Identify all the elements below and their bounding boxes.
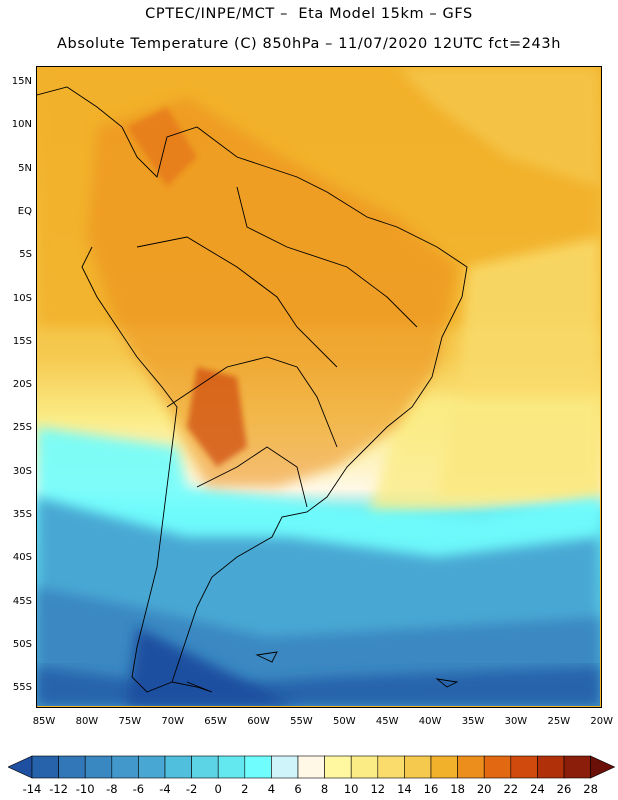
temperature-field — [37, 67, 600, 706]
coastline-west — [81, 246, 178, 693]
legend-tick-label: 24 — [530, 782, 545, 796]
lat-tick-label: 10N — [11, 119, 32, 131]
legend-tick-label: 18 — [450, 782, 465, 796]
legend-arrow-high — [590, 755, 616, 779]
legend-swatch — [31, 755, 59, 779]
lon-tick-label: 80W — [75, 716, 99, 727]
lat-tick-label: EQ — [17, 205, 32, 217]
legend-tick-label: 28 — [583, 782, 598, 796]
lat-tick-label: 15N — [11, 76, 32, 87]
field-ne-ocean — [397, 67, 600, 187]
legend-tick-label: 4 — [267, 782, 276, 796]
field-venezuela-warm — [127, 107, 197, 187]
legend-swatch — [350, 755, 379, 779]
lat-tick-label: 55S — [12, 682, 32, 694]
legend-swatch — [58, 755, 86, 779]
lat-tick-label: 40S — [12, 552, 32, 564]
legend-swatch — [244, 755, 272, 779]
legend-tick-label: -14 — [22, 782, 42, 796]
legend-swatch — [324, 755, 352, 779]
legend-tick-label: -10 — [75, 782, 95, 796]
lat-tick-label: 5S — [19, 249, 32, 261]
legend-tick-label: -6 — [132, 782, 145, 796]
legend-swatch — [138, 755, 166, 779]
map-title: CPTEC/INPE/MCT – Eta Model 15km – GFS — [145, 6, 473, 22]
lon-tick-label: 45W — [375, 716, 399, 727]
legend-swatch — [191, 755, 219, 779]
legend-swatch — [404, 755, 432, 779]
lon-tick-label: 55W — [290, 716, 313, 727]
legend-arrow-low — [8, 755, 33, 779]
map-subtitle: Absolute Temperature (C) 850hPa – 11/07/… — [57, 36, 561, 52]
lat-tick-label: 45S — [12, 595, 32, 607]
legend-tick-label: 16 — [423, 782, 439, 796]
legend-tick-label: 2 — [241, 782, 249, 796]
legend-swatch — [563, 755, 591, 779]
legend-swatch — [457, 755, 485, 779]
legend-tick-label: 22 — [503, 782, 519, 796]
legend-tick-label: 10 — [343, 782, 359, 796]
legend-tick-label: 0 — [214, 782, 222, 796]
legend-tick-label: -12 — [49, 782, 68, 796]
coastline-east — [37, 86, 468, 693]
legend-tick-label: 20 — [476, 782, 492, 796]
border-south — [196, 446, 308, 508]
lat-tick-label: 10S — [12, 292, 32, 304]
lon-tick-label: 65W — [204, 716, 227, 727]
legend-swatch — [377, 755, 405, 779]
south-georgia — [435, 678, 459, 688]
lon-tick-label: 40W — [418, 716, 442, 727]
legend-tick-label: 8 — [320, 782, 329, 796]
legend-swatch — [483, 755, 512, 779]
field-drake-passage — [127, 627, 297, 706]
border-brazil-north — [236, 186, 418, 328]
field-chaco-hot — [187, 367, 247, 467]
lon-tick-label: 60W — [247, 716, 270, 727]
legend-tick-label: -4 — [159, 782, 171, 796]
lat-tick-label: 15S — [12, 335, 32, 347]
legend-swatch — [271, 755, 299, 779]
legend-tick-label: -8 — [106, 782, 118, 796]
lat-tick-label: 5N — [18, 162, 32, 174]
coastlines — [37, 86, 468, 693]
border-north — [136, 236, 338, 368]
temperature-map — [36, 66, 602, 708]
legend-swatch — [537, 755, 565, 779]
border-central — [166, 356, 338, 448]
lon-tick-label: 35W — [461, 716, 485, 727]
lon-tick-label: 85W — [32, 716, 56, 727]
field-atlantic-yellow — [367, 397, 600, 517]
legend-swatch — [164, 755, 192, 779]
color-legend — [8, 755, 616, 779]
lon-tick-label: 50W — [332, 716, 356, 727]
legend-tick-label: 12 — [370, 782, 386, 796]
legend-tick-label: 14 — [397, 782, 412, 796]
lat-tick-label: 20S — [12, 379, 32, 391]
lon-tick-label: 20W — [590, 716, 613, 727]
lat-tick-label: 50S — [12, 638, 32, 650]
legend-swatch — [217, 755, 246, 779]
lat-tick-label: 35S — [12, 509, 32, 520]
lon-tick-label: 75W — [118, 716, 142, 727]
legend-swatch — [510, 755, 538, 779]
legend-swatch — [430, 755, 458, 779]
lat-tick-label: 30S — [12, 465, 32, 477]
legend-tick-label: 6 — [294, 782, 302, 796]
legend-tick-label: -2 — [185, 782, 198, 796]
lon-tick-label: 70W — [161, 716, 184, 727]
field-continent-warm — [87, 97, 457, 487]
lon-tick-label: 30W — [504, 716, 528, 727]
lon-tick-label: 25W — [547, 716, 571, 727]
legend-swatch — [84, 755, 113, 779]
legend-swatch — [297, 755, 325, 779]
falkland-islands — [255, 651, 278, 663]
legend-swatch — [111, 755, 139, 779]
lat-tick-label: 25S — [12, 422, 32, 434]
legend-tick-label: 26 — [556, 782, 572, 796]
